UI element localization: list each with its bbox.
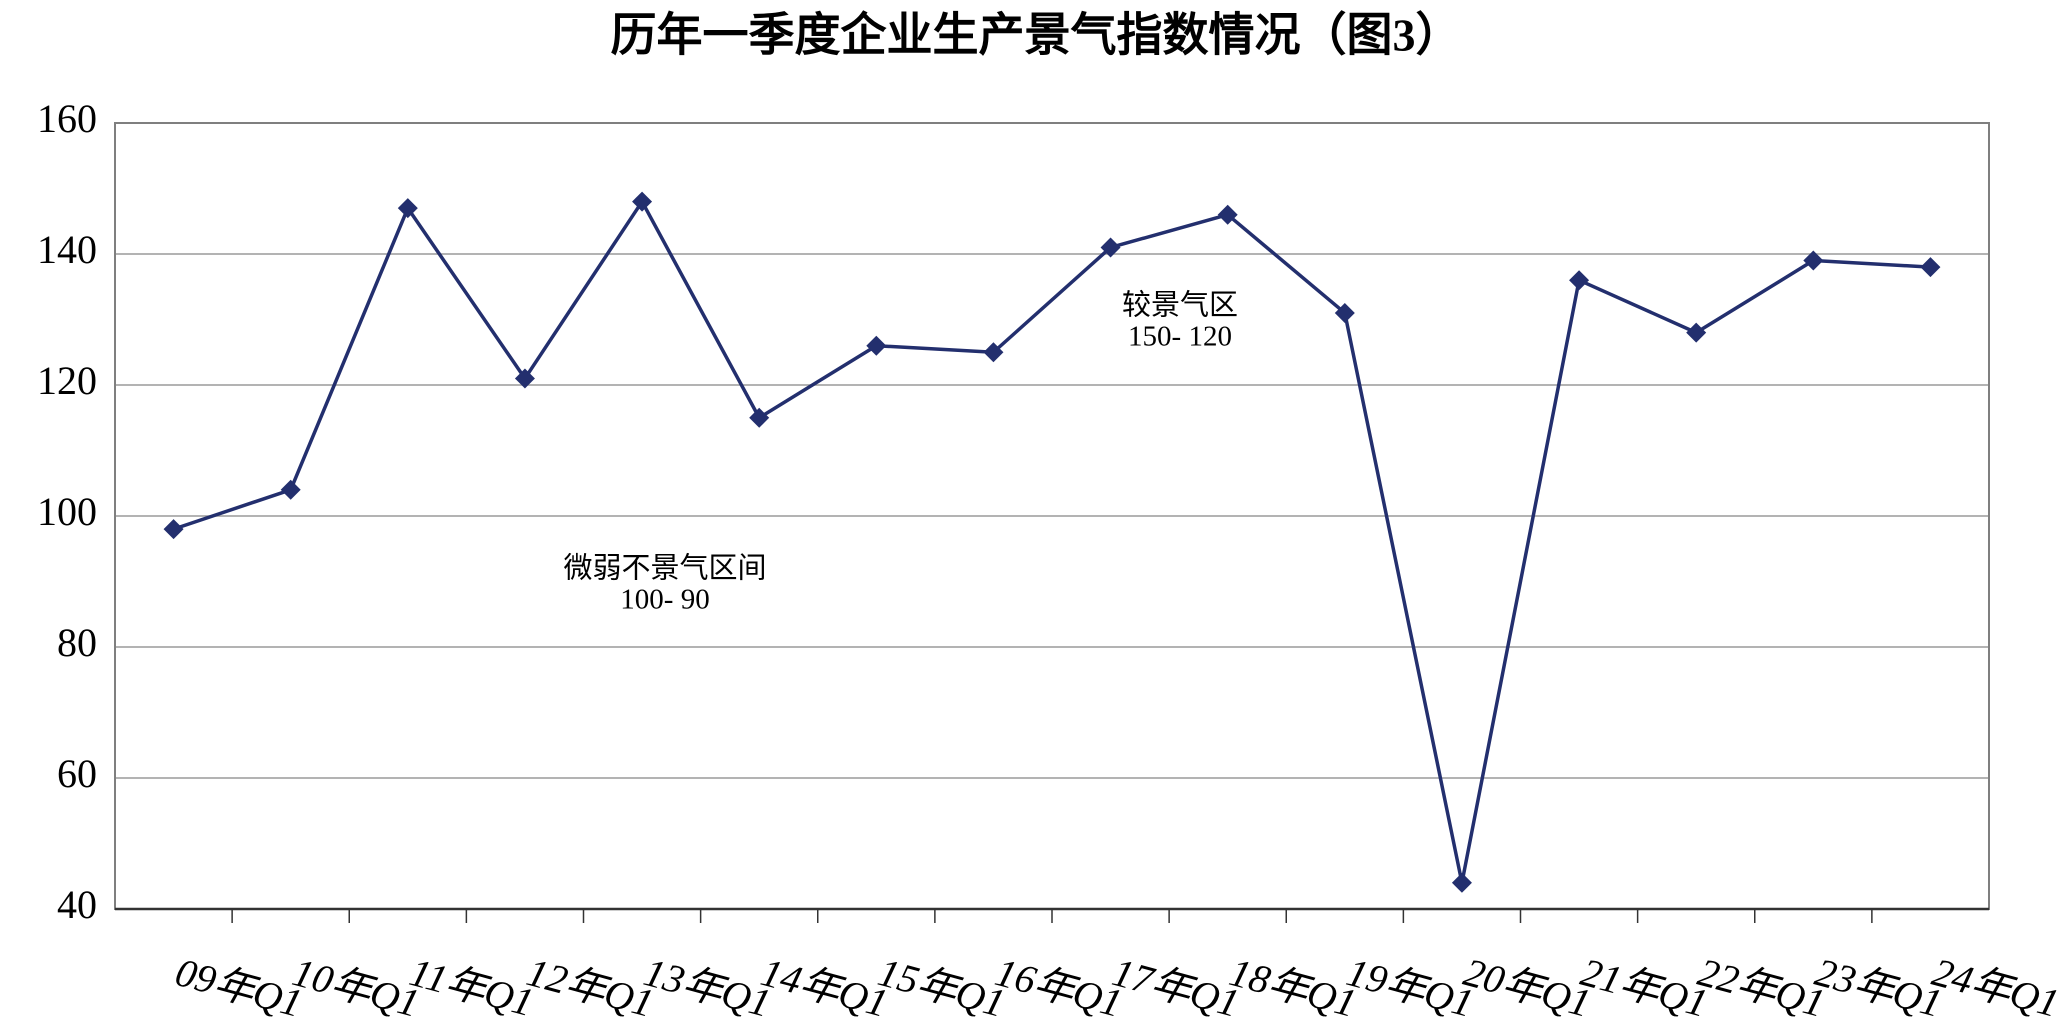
x-tick-label: 24年Q1	[1928, 949, 2064, 1026]
x-tick-label: 10年Q1	[288, 949, 424, 1026]
data-point	[983, 342, 1004, 363]
x-tick-label: 12年Q1	[522, 949, 658, 1026]
x-tick-label: 09年Q1	[171, 949, 307, 1026]
data-point	[397, 198, 418, 219]
annotation: 150- 120	[1128, 321, 1232, 353]
y-tick-label: 60	[57, 751, 97, 796]
y-tick-label: 40	[57, 882, 97, 927]
y-tick-label: 140	[37, 227, 97, 272]
y-tick-label: 160	[37, 96, 97, 141]
annotation: 微弱不景气区间	[563, 552, 766, 585]
x-tick-label: 11年Q1	[405, 949, 538, 1025]
x-tick-label: 13年Q1	[639, 949, 775, 1026]
data-point	[1100, 237, 1121, 258]
data-point	[632, 191, 653, 212]
x-tick-label: 14年Q1	[756, 949, 892, 1026]
x-tick-label: 18年Q1	[1225, 949, 1361, 1026]
y-tick-label: 120	[37, 358, 97, 403]
x-tick-label: 20年Q1	[1459, 949, 1595, 1026]
x-tick-label: 17年Q1	[1108, 949, 1244, 1026]
data-point	[1803, 250, 1824, 271]
data-point	[866, 335, 887, 356]
x-tick-label: 21年Q1	[1576, 949, 1712, 1026]
x-tick-label: 23年Q1	[1811, 949, 1947, 1026]
y-tick-label: 80	[57, 620, 97, 665]
data-point	[1686, 322, 1707, 343]
data-point	[1334, 302, 1355, 323]
data-point	[1569, 270, 1590, 291]
data-point	[280, 479, 301, 500]
x-tick-label: 19年Q1	[1342, 949, 1478, 1026]
data-point	[163, 519, 184, 540]
data-point	[1451, 872, 1472, 893]
x-tick-label: 15年Q1	[874, 949, 1010, 1026]
x-tick-label: 16年Q1	[991, 949, 1127, 1026]
annotation: 较景气区	[1122, 289, 1238, 322]
series-line	[173, 199, 1931, 885]
data-point	[749, 407, 770, 428]
x-tick-label: 22年Q1	[1693, 949, 1829, 1026]
data-point	[514, 368, 535, 389]
annotation: 100- 90	[620, 584, 709, 616]
y-tick-label: 100	[37, 489, 97, 534]
chart-title: 历年一季度企业生产景气指数情况（图3）	[611, 10, 1462, 61]
data-point	[1217, 204, 1238, 225]
data-point	[1920, 257, 1941, 278]
